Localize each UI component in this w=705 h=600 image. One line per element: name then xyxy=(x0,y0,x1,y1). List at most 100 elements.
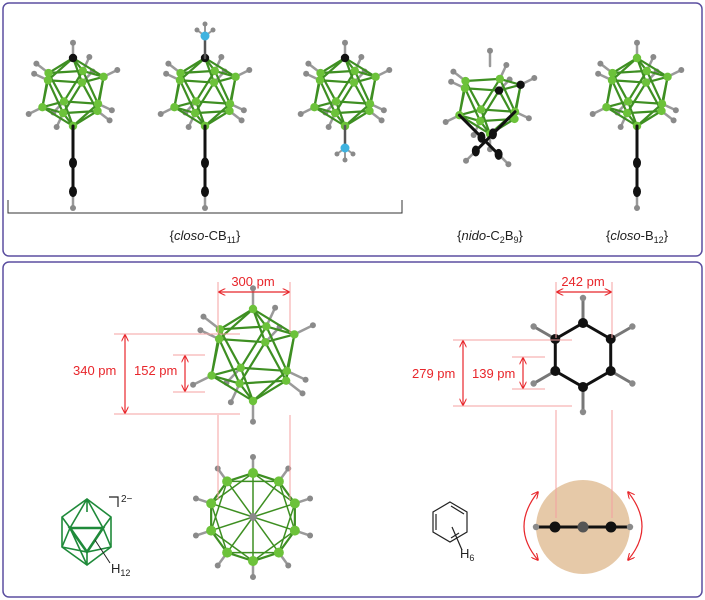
hydrogen-atom xyxy=(597,60,604,67)
benzene-height-outer-label: 279 pm xyxy=(412,366,455,381)
hydrogen-atom xyxy=(589,111,596,118)
hydrogen-atom xyxy=(250,574,256,580)
cb11-alkynyl xyxy=(25,39,121,131)
cage-bond xyxy=(343,56,377,78)
cage-bond xyxy=(513,83,522,113)
closo-b12 xyxy=(589,39,685,131)
cage-bond xyxy=(265,325,296,336)
cage-bond xyxy=(178,79,216,84)
carbon-atom xyxy=(471,145,480,157)
boron-atom xyxy=(170,103,179,112)
cage-bond xyxy=(611,69,648,75)
hydrogen-atom xyxy=(31,70,38,77)
hydrogen-atom xyxy=(303,70,310,77)
hydrogen-atom xyxy=(530,323,537,330)
cage-bond xyxy=(228,75,237,105)
charge-bracket xyxy=(109,496,119,507)
hydrogen-atom xyxy=(595,70,602,77)
cage-bond xyxy=(210,516,254,532)
boron-atom xyxy=(214,334,224,344)
cage-bond xyxy=(635,56,669,78)
carbon-atom xyxy=(69,157,77,169)
cage-bond xyxy=(479,89,501,123)
boron-atom xyxy=(289,525,300,536)
cage-bond xyxy=(313,79,322,109)
hydrogen-atom xyxy=(210,27,216,33)
carbon-atom xyxy=(488,128,497,140)
boron-atom xyxy=(310,103,319,112)
boron-atom xyxy=(38,103,47,112)
cage-bond xyxy=(226,516,254,554)
cage-bond xyxy=(203,102,232,128)
hydrogen-atom xyxy=(617,123,624,130)
cage-bond xyxy=(41,106,75,128)
cage-bond xyxy=(313,106,347,128)
boron-atom xyxy=(248,304,258,314)
boron-atom xyxy=(209,78,219,87)
amino-substituent xyxy=(194,21,216,60)
cage-bond xyxy=(498,77,517,113)
cage-bond xyxy=(605,106,639,128)
carbon-atom xyxy=(516,80,525,89)
label-closo-cb11: {closo-CB11} xyxy=(170,228,241,245)
hydrogen-atom xyxy=(238,117,245,124)
c-c-bond xyxy=(553,321,585,341)
benzene-width-label: 242 pm xyxy=(561,274,604,289)
cage-bond xyxy=(203,56,237,78)
cage-bond xyxy=(626,69,648,103)
amino-substituent xyxy=(334,124,356,163)
carbon-atom xyxy=(477,131,486,143)
boron-atom xyxy=(190,108,200,118)
hydrogen-atom xyxy=(297,111,304,118)
boron-atom xyxy=(222,476,233,487)
cage-bond xyxy=(610,56,639,82)
boron-atom xyxy=(225,106,234,116)
cage-bond xyxy=(626,81,648,115)
cage-bond xyxy=(210,366,242,377)
hydrogen-atom xyxy=(629,323,636,330)
cage-bond xyxy=(62,109,99,115)
boron-atom xyxy=(58,108,68,118)
cage-bond xyxy=(62,69,84,103)
cage-bond xyxy=(226,480,254,518)
boron-atom xyxy=(215,325,225,334)
boron-atom xyxy=(225,99,235,108)
boron-atom xyxy=(632,53,642,63)
borane-height-inner-label: 152 pm xyxy=(134,363,177,378)
boron-atom xyxy=(622,108,632,118)
charge-label: 2− xyxy=(121,494,133,505)
boron-atom xyxy=(330,108,340,118)
boron-atom xyxy=(93,106,102,116)
molecules xyxy=(25,21,685,580)
hydrogen-atom xyxy=(350,151,356,157)
boron-atom xyxy=(261,338,270,347)
hydrogen-atom xyxy=(218,54,225,61)
benzene-top-view xyxy=(530,294,636,416)
hydrogen-atom xyxy=(240,107,247,114)
hydrogen-atom xyxy=(463,157,470,164)
carbon-atom xyxy=(494,148,503,160)
boron-atom xyxy=(59,97,69,106)
hydrogen-atom xyxy=(185,123,192,130)
cage-bond xyxy=(368,75,377,105)
boron-atom xyxy=(365,106,374,116)
cage-bond xyxy=(660,75,669,105)
cage-bond xyxy=(194,109,231,115)
cage-bond xyxy=(252,516,296,532)
cage-bond xyxy=(319,69,356,75)
boron-atom xyxy=(206,525,217,536)
hydrogen-atom xyxy=(448,78,455,85)
benzene-schematic xyxy=(432,501,468,551)
cage-bond xyxy=(252,502,296,518)
boron-atom xyxy=(231,72,240,81)
hydrogen-atom xyxy=(272,304,279,311)
rotation-arrow-right xyxy=(628,492,643,560)
hydrogen-atom xyxy=(165,60,172,67)
hydrogen-atom xyxy=(626,523,634,531)
boron-atom xyxy=(349,78,359,87)
alkynyl-substituent xyxy=(201,124,209,211)
hydrogen-atom xyxy=(70,39,76,46)
hydrogen-atom xyxy=(307,495,314,502)
borane-width-label: 300 pm xyxy=(231,274,274,289)
carbon-atom xyxy=(68,53,78,63)
